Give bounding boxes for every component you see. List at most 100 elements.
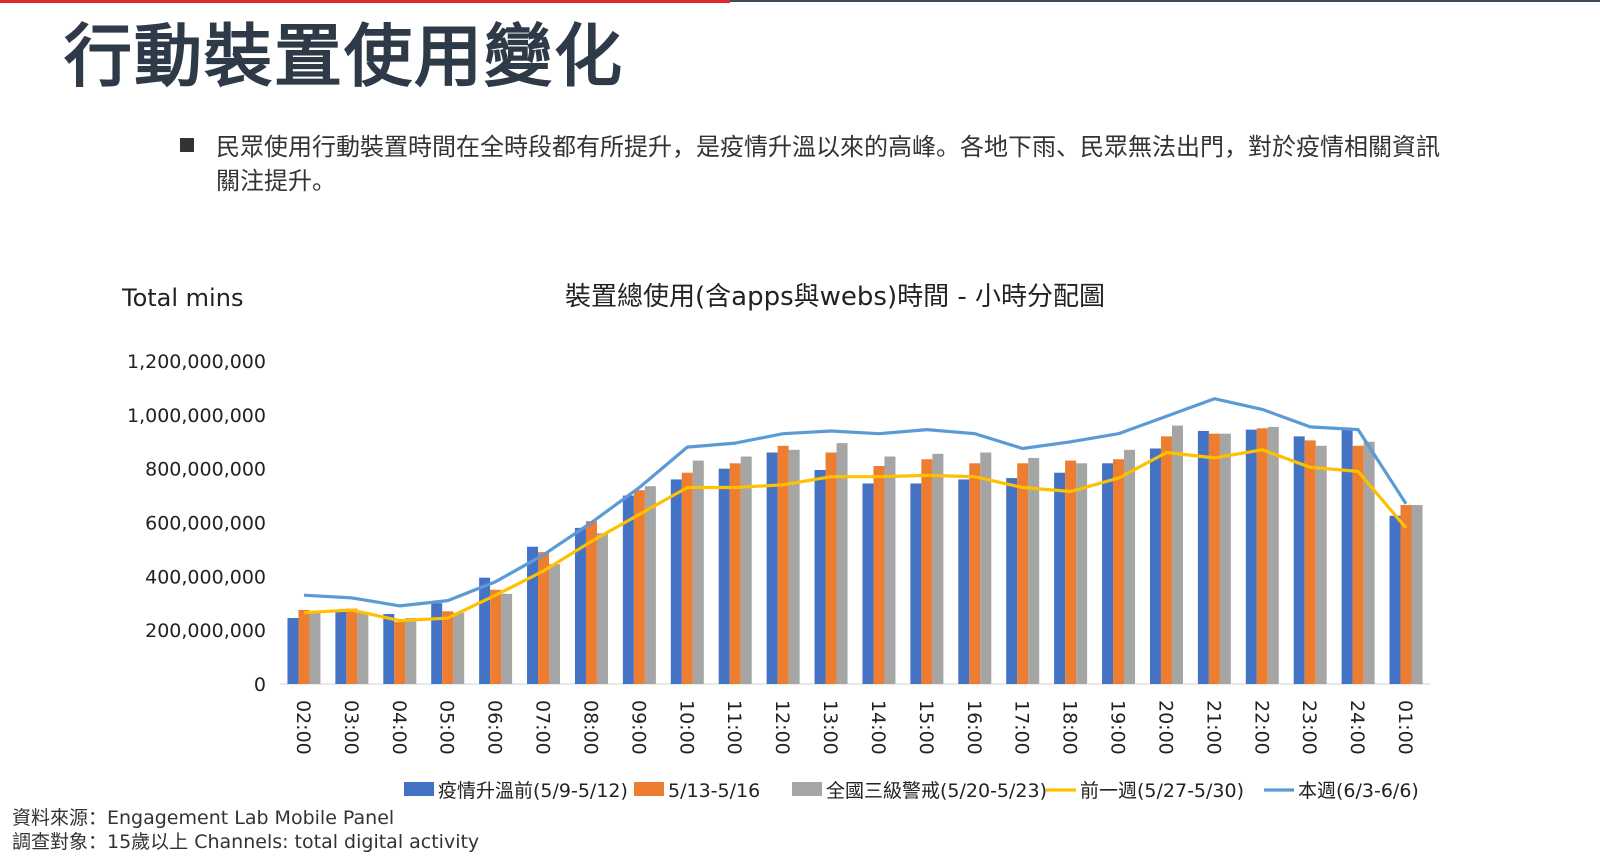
- source-note: 資料來源：Engagement Lab Mobile Panel: [12, 807, 395, 829]
- bar-3: [1171, 425, 1183, 684]
- bar-3: [1219, 433, 1231, 684]
- bullet-text: 民眾使用行動裝置時間在全時段都有所提升，是疫情升溫以來的高峰。各地下雨、民眾無法…: [216, 133, 1440, 195]
- legend-swatch-3: [792, 782, 822, 796]
- y-tick-label: 800,000,000: [145, 459, 266, 481]
- bar-3: [740, 456, 752, 684]
- bar-3: [309, 611, 321, 684]
- x-tick-label: 14:00: [867, 700, 889, 755]
- x-tick-label: 12:00: [771, 700, 793, 755]
- bar-2: [1208, 433, 1220, 684]
- legend-label-1: 疫情升溫前(5/9-5/12): [438, 780, 628, 802]
- bar-1: [670, 479, 682, 684]
- y-tick-label: 200,000,000: [145, 620, 266, 642]
- bar-1: [814, 470, 826, 684]
- bar-3: [1028, 457, 1040, 684]
- bar-3: [932, 453, 944, 684]
- bar-3: [1363, 441, 1375, 684]
- bar-2: [1065, 460, 1077, 684]
- x-tick-label: 21:00: [1202, 700, 1224, 755]
- legend-swatch-2: [634, 782, 664, 796]
- bar-2: [729, 463, 741, 684]
- bar-1: [335, 611, 347, 684]
- bar-2: [538, 552, 550, 684]
- x-tick-label: 13:00: [819, 700, 841, 755]
- top-accent-bar: [0, 0, 1600, 4]
- bar-3: [1267, 426, 1279, 684]
- bar-2: [1160, 436, 1172, 684]
- bar-2: [873, 465, 885, 684]
- bar-1: [766, 452, 778, 684]
- legend-label-3: 全國三級警戒(5/20-5/23): [826, 780, 1047, 802]
- y-tick-label: 1,200,000,000: [127, 351, 266, 373]
- bar-1: [1293, 436, 1305, 684]
- x-tick-label: 10:00: [675, 700, 697, 755]
- bar-2: [921, 459, 933, 684]
- x-tick-label: 23:00: [1298, 700, 1320, 755]
- bar-2: [1256, 428, 1268, 684]
- bar-3: [1076, 463, 1088, 684]
- bar-1: [1341, 429, 1353, 684]
- legend-label-4: 前一週(5/27-5/30): [1080, 780, 1244, 802]
- x-tick-label: 19:00: [1107, 700, 1129, 755]
- bar-2: [777, 445, 789, 684]
- bar-2: [681, 472, 693, 684]
- y-tick-label: 0: [254, 674, 266, 696]
- bar-3: [644, 486, 656, 684]
- bar-2: [1352, 445, 1364, 684]
- x-tick-label: 07:00: [532, 700, 554, 755]
- bar-1: [1149, 448, 1161, 684]
- bar-1: [1245, 429, 1257, 684]
- bar-2: [1017, 463, 1029, 684]
- bar-2: [346, 608, 358, 684]
- bar-3: [501, 593, 513, 684]
- bar-1: [1102, 463, 1114, 684]
- bar-2: [825, 452, 837, 684]
- chart-title: 裝置總使用(含apps與webs)時間 - 小時分配圖: [565, 282, 1105, 312]
- bar-2: [394, 622, 406, 684]
- x-tick-label: 06:00: [484, 700, 506, 755]
- bar-1: [1006, 478, 1018, 684]
- legend-swatch-1: [404, 782, 434, 796]
- x-tick-label: 05:00: [436, 700, 458, 755]
- bar-2: [969, 463, 981, 684]
- bar-2: [1304, 440, 1316, 684]
- bar-1: [958, 479, 970, 684]
- bar-1: [1389, 515, 1401, 684]
- bar-2: [442, 611, 454, 684]
- bar-2: [1113, 459, 1125, 684]
- chart-plot-area: 0 200,000,000 400,000,000 600,000,000 800,00…: [127, 351, 1430, 755]
- bullet-square-icon: [180, 138, 194, 152]
- bar-2: [1400, 505, 1412, 684]
- bar-2: [633, 490, 645, 684]
- y-axis-title: Total mins: [121, 284, 243, 312]
- bullet-point: 民眾使用行動裝置時間在全時段都有所提升，是疫情升溫以來的高峰。各地下雨、民眾無法…: [180, 130, 1450, 198]
- bar-3: [596, 533, 608, 684]
- top-accent-red: [0, 0, 730, 3]
- x-tick-label: 22:00: [1250, 700, 1272, 755]
- legend-label-2: 5/13-5/16: [668, 780, 760, 802]
- bar-3: [1411, 505, 1423, 684]
- bar-2: [298, 609, 310, 684]
- x-tick-label: 20:00: [1154, 700, 1176, 755]
- x-tick-label: 11:00: [723, 700, 745, 755]
- bar-1: [287, 618, 299, 684]
- bar-1: [383, 614, 395, 684]
- audience-note: 調查對象：15歲以上 Channels: total digital activ…: [12, 831, 480, 853]
- bar-1: [574, 527, 586, 684]
- legend-label-5: 本週(6/3-6/6): [1298, 780, 1419, 802]
- bar-2: [585, 521, 597, 684]
- bar-3: [692, 460, 704, 684]
- bar-3: [549, 564, 561, 684]
- x-tick-label: 01:00: [1394, 700, 1416, 755]
- x-tick-label: 18:00: [1059, 700, 1081, 755]
- page-title: 行動裝置使用變化: [64, 18, 625, 97]
- y-tick-label: 1,000,000,000: [127, 405, 266, 427]
- chart-legend: 疫情升溫前(5/9-5/12) 5/13-5/16 全國三級警戒(5/20-5/23…: [404, 780, 1419, 802]
- x-tick-label: 08:00: [579, 700, 601, 755]
- bar-3: [788, 449, 800, 684]
- bar-1: [910, 483, 922, 684]
- bar-1: [622, 495, 634, 684]
- x-tick-label: 04:00: [388, 700, 410, 755]
- bar-2: [490, 589, 502, 684]
